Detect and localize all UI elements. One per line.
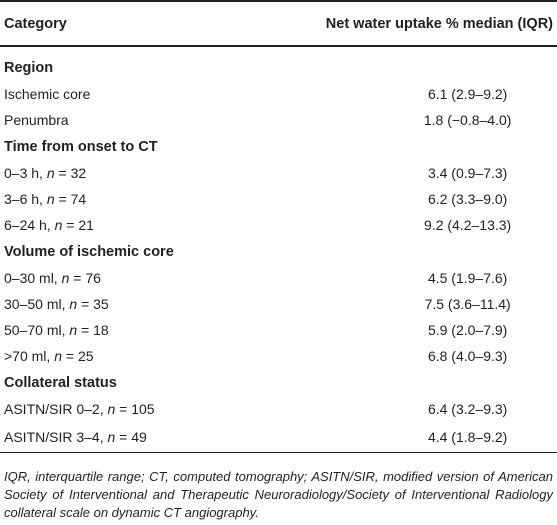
section-row-time-from-onset: Time from onset to CT	[0, 133, 557, 160]
row-n-value: = 18	[77, 322, 109, 338]
row-n-symbol: n	[69, 296, 78, 312]
row-label-cell: ASITN/SIR 3–4, n = 49	[0, 422, 210, 453]
row-label: ASITN/SIR 0–2,	[4, 401, 108, 417]
row-n-value: = 25	[62, 348, 94, 364]
row-value: 7.5 (3.6–11.4)	[424, 296, 511, 312]
row-value: 6.4 (3.2–9.3)	[427, 401, 508, 417]
table-header-row: Category Net water uptake % median (IQR)	[0, 0, 557, 47]
table-row: >70 ml, n = 25 6.8 (4.0–9.3)	[0, 343, 557, 369]
table-row: ASITN/SIR 3–4, n = 49 4.4 (1.8–9.2)	[0, 422, 557, 453]
row-label: 0–3 h,	[4, 165, 47, 181]
table-row: ASITN/SIR 0–2, n = 105 6.4 (3.2–9.3)	[0, 396, 557, 422]
row-n-value: = 74	[54, 191, 87, 207]
row-n-symbol: n	[54, 348, 62, 364]
section-title: Volume of ischemic core	[4, 243, 174, 260]
table-row: 0–30 ml, n = 76 4.5 (1.9–7.6)	[0, 265, 557, 291]
row-label: 50–70 ml,	[4, 322, 70, 338]
row-n-value: = 21	[62, 217, 94, 233]
header-net-water-uptake: Net water uptake % median (IQR)	[209, 0, 557, 47]
row-n-value: = 35	[77, 296, 109, 312]
row-n-value: = 49	[115, 429, 147, 445]
row-label-cell: 30–50 ml, n = 35	[0, 291, 209, 317]
row-value: 6.2 (3.3–9.0)	[427, 191, 508, 207]
row-value: 4.4 (1.8–9.2)	[209, 422, 557, 453]
row-label-cell: 50–70 ml, n = 18	[0, 317, 209, 343]
table-row: Ischemic core 6.1 (2.9–9.2)	[0, 81, 557, 107]
row-n-symbol: n	[46, 191, 55, 207]
row-value: 6.1 (2.9–9.2)	[427, 86, 508, 102]
section-row-collateral-status: Collateral status	[0, 369, 557, 396]
table-footnote: IQR, interquartile range; CT, computed t…	[4, 469, 553, 520]
row-label: 3–6 h,	[4, 191, 47, 207]
row-value: 1.8 (−0.8–4.0)	[423, 112, 512, 128]
results-table: Category Net water uptake % median (IQR)…	[0, 0, 557, 453]
section-row-region: Region	[0, 46, 557, 81]
header-category: Category	[0, 0, 210, 47]
section-title: Time from onset to CT	[4, 138, 158, 155]
section-title: Region	[4, 60, 54, 76]
table-row: 0–3 h, n = 32 3.4 (0.9–7.3)	[0, 160, 557, 186]
row-label: 30–50 ml,	[4, 296, 70, 312]
row-n-value: = 76	[69, 270, 101, 286]
row-n-symbol: n	[69, 322, 78, 338]
row-n-value: = 32	[54, 165, 87, 181]
row-n-symbol: n	[107, 429, 116, 445]
row-label: Ischemic core	[4, 86, 91, 102]
row-value: 6.8 (4.0–9.3)	[427, 348, 508, 364]
row-label: ASITN/SIR 3–4,	[4, 429, 108, 445]
table-row: 50–70 ml, n = 18 5.9 (2.0–7.9)	[0, 317, 557, 343]
section-title: Collateral status	[4, 374, 117, 391]
row-label-cell: >70 ml, n = 25	[0, 343, 209, 369]
row-label-cell: 0–3 h, n = 32	[0, 160, 209, 186]
row-label: 0–30 ml,	[4, 270, 62, 286]
row-label-cell: 3–6 h, n = 74	[0, 186, 209, 212]
row-n-symbol: n	[107, 401, 116, 417]
row-value: 3.4 (0.9–7.3)	[427, 165, 508, 181]
row-label-cell: 0–30 ml, n = 76	[0, 265, 209, 291]
row-n-symbol: n	[54, 217, 63, 233]
row-label-cell: 6–24 h, n = 21	[0, 212, 209, 238]
row-label-cell: ASITN/SIR 0–2, n = 105	[0, 396, 209, 422]
row-n-value: = 105	[115, 401, 155, 417]
row-value: 9.2 (4.2–13.3)	[424, 217, 512, 233]
row-label: Penumbra	[4, 112, 69, 128]
table-row: 3–6 h, n = 74 6.2 (3.3–9.0)	[0, 186, 557, 212]
row-value: 5.9 (2.0–7.9)	[427, 322, 508, 338]
row-label: >70 ml,	[4, 348, 55, 364]
row-label: 6–24 h,	[4, 217, 55, 233]
section-row-volume-ischemic-core: Volume of ischemic core	[0, 238, 557, 265]
table-row: Penumbra 1.8 (−0.8–4.0)	[0, 107, 557, 133]
row-n-symbol: n	[46, 165, 55, 181]
table-row: 30–50 ml, n = 35 7.5 (3.6–11.4)	[0, 291, 557, 317]
table-row: 6–24 h, n = 21 9.2 (4.2–13.3)	[0, 212, 557, 238]
row-value: 4.5 (1.9–7.6)	[427, 270, 508, 286]
row-n-symbol: n	[61, 270, 70, 286]
